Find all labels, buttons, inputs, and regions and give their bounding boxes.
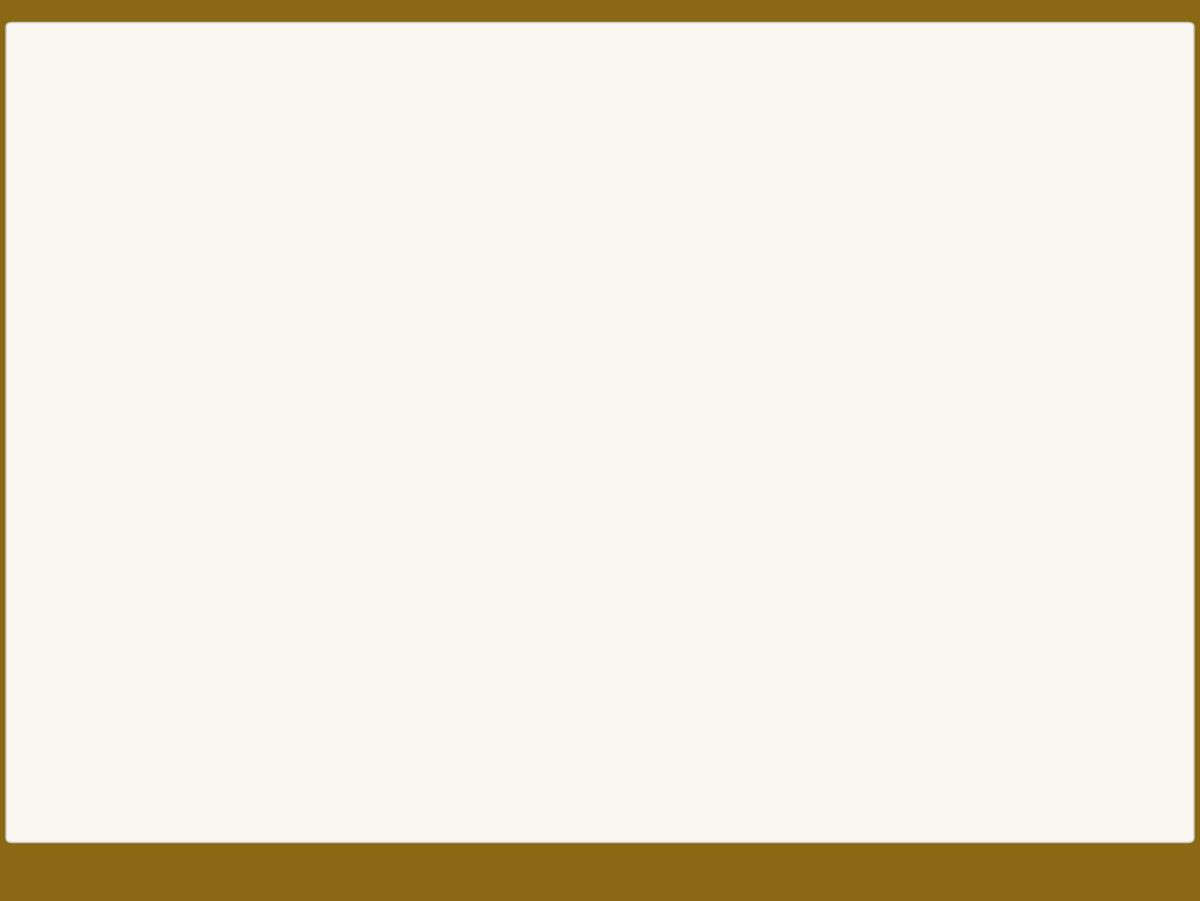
Circle shape	[752, 463, 773, 483]
Text: *: *	[848, 224, 856, 239]
Text: $Q_1$ = 700 lb: $Q_1$ = 700 lb	[24, 326, 98, 342]
Circle shape	[1182, 462, 1200, 484]
Text: 6:4: 6:4	[986, 729, 1015, 746]
Text: A: A	[606, 642, 619, 660]
Text: $D_x$ $\neq$ 300 lb: $D_x$ $\neq$ 300 lb	[24, 395, 103, 411]
Wedge shape	[595, 259, 619, 289]
Text: $D_y$: $D_y$	[24, 428, 41, 445]
Text: *: *	[564, 467, 571, 480]
Text: *: *	[688, 224, 695, 239]
Circle shape	[614, 254, 624, 263]
Circle shape	[1182, 605, 1200, 627]
Wedge shape	[607, 225, 619, 259]
Text: 2 ft: 2 ft	[660, 284, 690, 298]
Wedge shape	[619, 246, 653, 259]
Circle shape	[608, 248, 630, 269]
Wedge shape	[588, 235, 619, 259]
Circle shape	[586, 224, 653, 293]
Text: 100 lb: 100 lb	[836, 250, 900, 268]
Wedge shape	[619, 259, 650, 282]
Circle shape	[931, 606, 952, 626]
Text: radius of the freely-rotating pulley is 2 feet.: radius of the freely-rotating pulley is …	[8, 88, 343, 104]
Text: *: *	[991, 224, 1000, 239]
Text: E: E	[773, 446, 786, 464]
Text: Q1  The frame structure shown below is in static equilibrium. Find the forces ac: Q1 The frame structure shown below is in…	[8, 64, 808, 79]
Wedge shape	[586, 259, 619, 271]
Text: 5 ft: 5 ft	[838, 205, 866, 220]
Bar	[602, 764, 636, 776]
Text: F: F	[946, 589, 959, 607]
Text: B: B	[568, 211, 581, 229]
Text: *: *	[1117, 224, 1124, 239]
Text: 4 ft: 4 ft	[524, 538, 554, 552]
Text: 6 ft: 6 ft	[524, 376, 554, 390]
Text: 4 ft: 4 ft	[676, 205, 706, 220]
Text: *: *	[564, 610, 571, 623]
Wedge shape	[619, 228, 643, 259]
Text: Enter the magnitude of the vertical component of the force at pin C (in lb) in t: Enter the magnitude of the vertical comp…	[8, 120, 742, 134]
Text: 3 ft: 3 ft	[980, 205, 1010, 220]
Circle shape	[610, 463, 629, 483]
Text: 2023, 049:41 PM: 2023, 049:41 PM	[661, 157, 810, 226]
Circle shape	[588, 607, 606, 625]
Text: C: C	[630, 446, 643, 464]
Text: D: D	[631, 767, 647, 785]
Circle shape	[606, 746, 632, 773]
Text: 4 ft: 4 ft	[524, 674, 554, 689]
Text: 4 ft: 4 ft	[1105, 205, 1135, 220]
Text: RESPONDUS answer box.: RESPONDUS answer box.	[8, 147, 235, 161]
Text: $Q_2$ $\neq$ 60 lb: $Q_2$ $\neq$ 60 lb	[24, 360, 96, 377]
Wedge shape	[619, 259, 631, 292]
